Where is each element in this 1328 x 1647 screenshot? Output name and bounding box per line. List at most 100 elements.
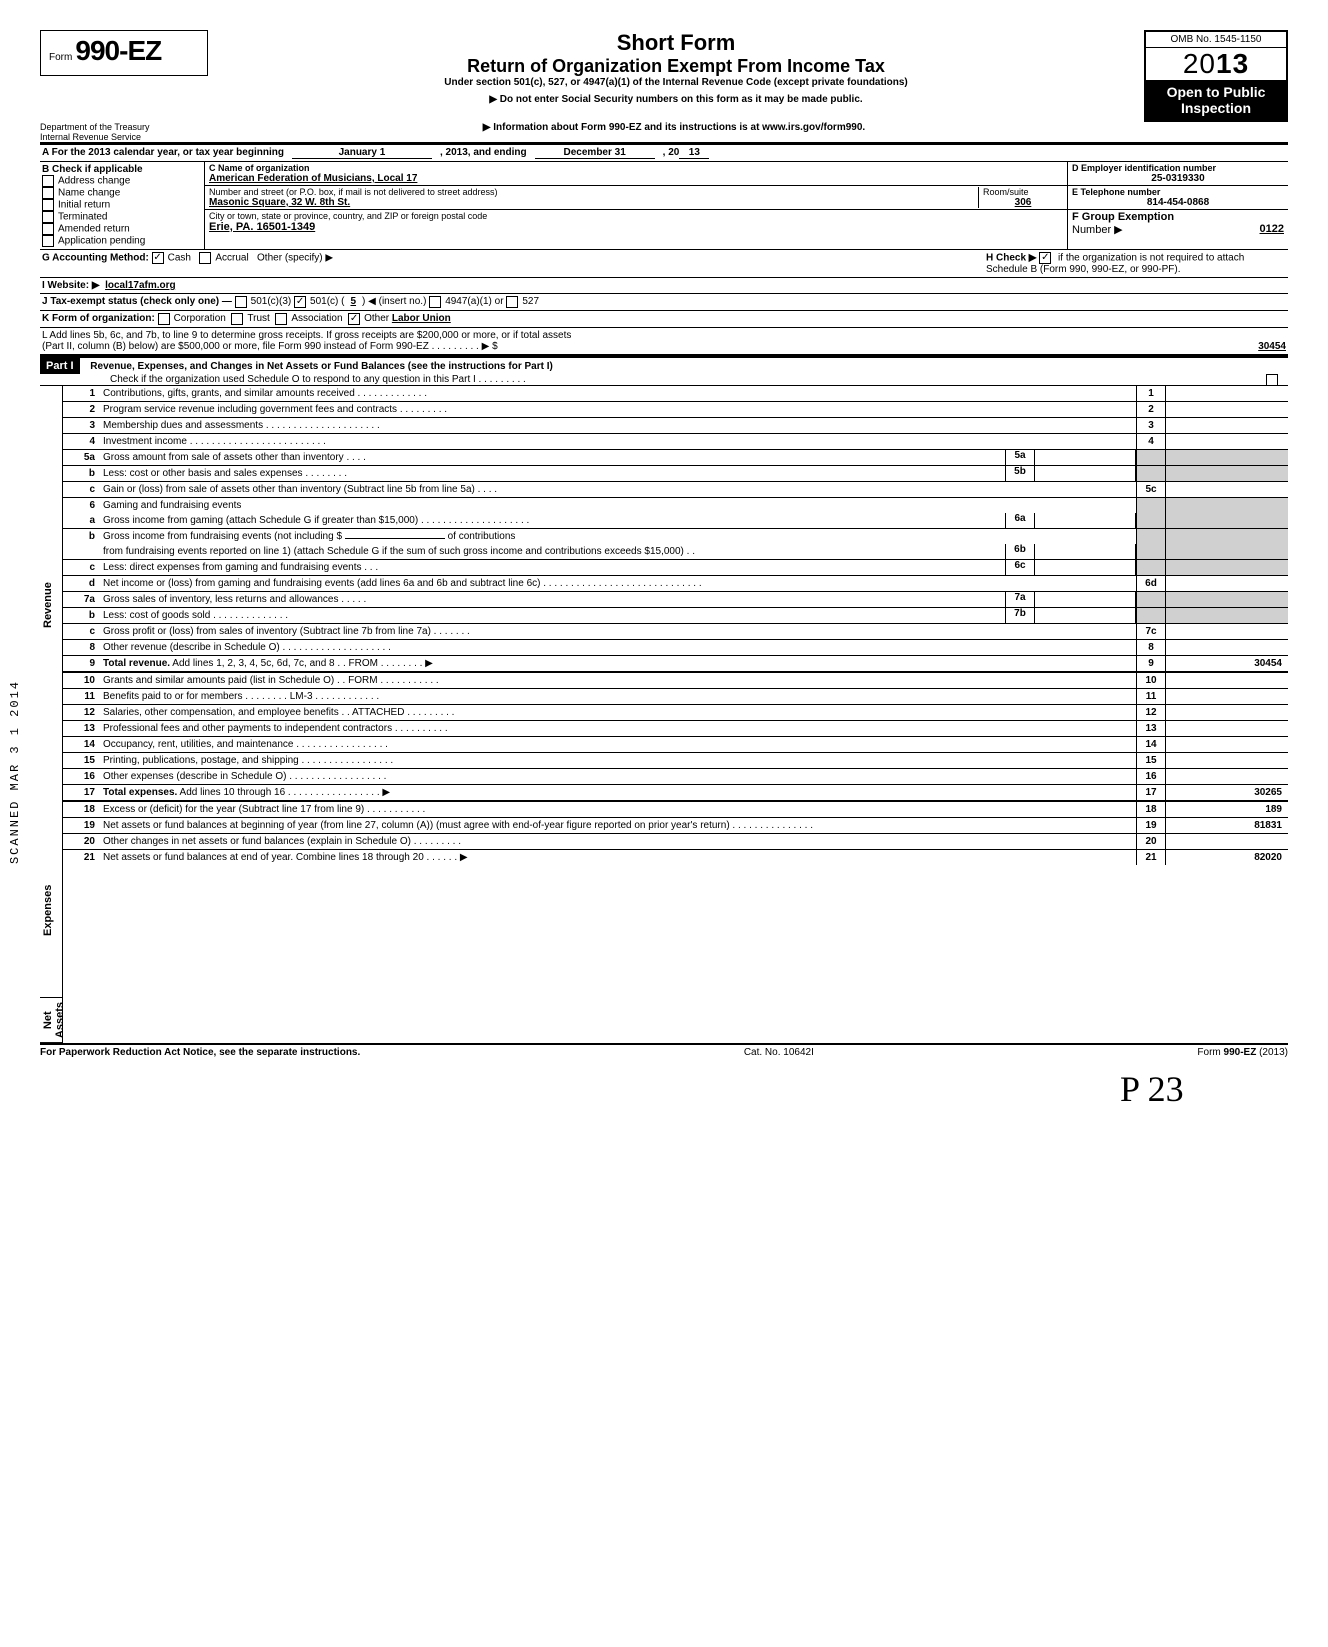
line16-val[interactable] [1166,769,1288,784]
year-bold: 13 [1216,48,1249,79]
room-value[interactable]: 306 [983,197,1063,208]
line15-val[interactable] [1166,753,1288,768]
line2-val[interactable] [1166,402,1288,417]
line17-val[interactable]: 30265 [1166,785,1288,800]
year-end[interactable]: 13 [679,147,709,159]
line16-desc: Other expenses (describe in Schedule O) … [101,769,1136,784]
line11-val[interactable] [1166,689,1288,704]
title-block: Short Form Return of Organization Exempt… [208,30,1144,105]
chk-amended[interactable]: Amended return [42,223,202,235]
year-box: OMB No. 1545-1150 2013 Open to Public In… [1144,30,1288,122]
year-end-month[interactable]: December 31 [535,147,655,159]
opt-pending: Application pending [58,236,145,247]
line5c-val[interactable] [1166,482,1288,497]
chk-501c[interactable] [294,296,306,308]
footer-cat: Cat. No. 10642I [744,1047,814,1058]
l-value[interactable]: 30454 [1176,341,1286,352]
row-k: K Form of organization: Corporation Trus… [40,311,1288,328]
line7b-val[interactable] [1035,608,1136,623]
chk-corp[interactable] [158,313,170,325]
group-exemption[interactable]: 0122 [1260,223,1284,235]
side-expenses: Expenses [40,824,62,998]
line14-val[interactable] [1166,737,1288,752]
line17-desc-a: Total expenses. [103,787,177,798]
chk-schedule-b[interactable] [1039,252,1051,264]
omb-number: OMB No. 1545-1150 [1146,32,1286,48]
chk-527[interactable] [506,296,518,308]
j-a1: 4947(a)(1) or [445,296,503,308]
dept-treasury: Department of the Treasury Internal Reve… [40,122,200,142]
dept1: Department of the Treasury [40,122,200,132]
website-value[interactable]: local17afm.org [105,280,176,291]
line4-desc: Investment income . . . . . . . . . . . … [101,434,1136,449]
line19-val[interactable]: 81831 [1166,818,1288,833]
tax-year: 2013 [1146,48,1286,80]
chk-4947[interactable] [429,296,441,308]
phone-value[interactable]: 814-454-0868 [1072,197,1284,208]
line4-val[interactable] [1166,434,1288,449]
line7c-val[interactable] [1166,624,1288,639]
line6b-desc3: from fundraising events reported on line… [101,544,1005,559]
row-a-mid: , 2013, and ending [440,147,527,159]
street-value[interactable]: Masonic Square, 32 W. 8th St. [209,197,978,208]
line20-val[interactable] [1166,834,1288,849]
j-num[interactable]: 5 [344,296,362,308]
j-c3: 501(c)(3) [251,296,292,308]
g-label: G Accounting Method: [42,253,149,264]
city-label: City or town, state or province, country… [209,211,1063,221]
form-number: 990-EZ [75,35,161,66]
line6d-val[interactable] [1166,576,1288,591]
g-other: Other (specify) ▶ [257,253,333,264]
line5a-val[interactable] [1035,450,1136,465]
chk-assoc[interactable] [275,313,287,325]
line5b-val[interactable] [1035,466,1136,481]
chk-pending[interactable]: Application pending [42,235,202,247]
line21-desc: Net assets or fund balances at end of ye… [101,850,1136,865]
chk-other-org[interactable] [348,313,360,325]
line7b-desc: Less: cost of goods sold . . . . . . . .… [101,608,1005,623]
line12-desc: Salaries, other compensation, and employ… [101,705,1136,720]
chk-address[interactable]: Address change [42,175,202,187]
line9-val[interactable]: 30454 [1166,656,1288,671]
ein-value[interactable]: 25-0319330 [1072,173,1284,184]
chk-terminated[interactable]: Terminated [42,211,202,223]
line1-val[interactable] [1166,386,1288,401]
row-l: L Add lines 5b, 6c, and 7b, to line 9 to… [40,328,1288,356]
line13-val[interactable] [1166,721,1288,736]
room-label: Room/suite [983,187,1063,197]
chk-trust[interactable] [231,313,243,325]
line8-val[interactable] [1166,640,1288,655]
chk-initial[interactable]: Initial return [42,199,202,211]
footer-form-num: 990-EZ [1224,1047,1257,1058]
line6a-val[interactable] [1035,513,1136,528]
line12-val[interactable] [1166,705,1288,720]
col-def: D Employer identification number 25-0319… [1068,162,1288,249]
line7a-val[interactable] [1035,592,1136,607]
line18-val[interactable]: 189 [1166,802,1288,817]
chk-accrual[interactable] [199,252,211,264]
i-label: I Website: ▶ [42,280,100,291]
footer-left: For Paperwork Reduction Act Notice, see … [40,1047,360,1058]
city-value[interactable]: Erie, PA. 16501-1349 [209,221,1063,233]
chk-name[interactable]: Name change [42,187,202,199]
line10-val[interactable] [1166,673,1288,688]
line6c-val[interactable] [1035,560,1136,575]
main-title: Return of Organization Exempt From Incom… [218,56,1134,77]
k-other-val[interactable]: Labor Union [392,313,451,325]
year-begin[interactable]: January 1 [292,147,432,159]
col-c: C Name of organization American Federati… [205,162,1068,249]
line6b-val[interactable] [1035,544,1136,559]
chk-cash[interactable] [152,252,164,264]
org-name[interactable]: American Federation of Musicians, Local … [209,173,1063,184]
d-label: D Employer identification number [1072,163,1284,173]
line3-val[interactable] [1166,418,1288,433]
line14-desc: Occupancy, rent, utilities, and maintena… [101,737,1136,752]
opt-initial: Initial return [58,200,110,211]
g-cash: Cash [168,253,191,264]
b-heading: B Check if applicable [42,164,202,175]
chk-schedule-o[interactable] [1266,374,1278,386]
line21-val[interactable]: 82020 [1166,850,1288,865]
line17-desc-b: Add lines 10 through 16 . . . . . . . . … [177,787,390,798]
chk-501c3[interactable] [235,296,247,308]
h-label: H Check ▶ [986,253,1036,264]
